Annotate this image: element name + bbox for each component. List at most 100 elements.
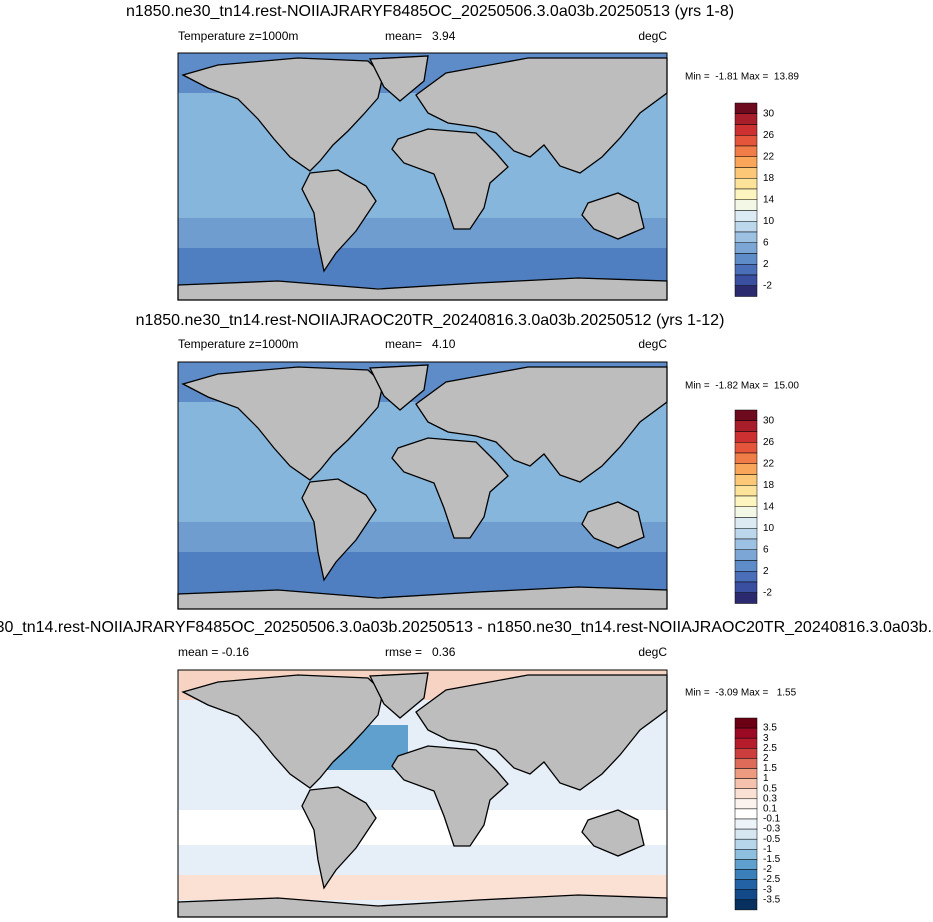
center-label: mean= 4.10 xyxy=(385,337,456,351)
colorbar-label: 30 xyxy=(763,415,775,426)
land xyxy=(301,478,377,582)
colorbar-label: -2 xyxy=(763,587,772,598)
colorbar-label: 18 xyxy=(763,173,775,184)
left-label: Temperature z=1000m xyxy=(178,337,298,351)
colorbar-label: 6 xyxy=(763,544,769,555)
colorbar-box xyxy=(734,758,758,769)
colorbar-box xyxy=(734,474,758,486)
colorbar-box xyxy=(734,442,758,454)
panel-title: n1850.ne30_tn14.rest-NOIIAJRARYF8485OC_2… xyxy=(0,619,933,636)
colorbar-label: 0.3 xyxy=(763,793,777,804)
colorbar-box xyxy=(734,849,758,860)
colorbar-box xyxy=(734,431,758,443)
colorbar-box xyxy=(734,210,758,222)
colorbar-label: -0.5 xyxy=(763,834,781,845)
min-max: Min = -3.09 Max = 1.55 xyxy=(685,688,797,699)
colorbar-box xyxy=(734,124,758,136)
colorbar-label: 22 xyxy=(763,151,775,162)
colorbar-box xyxy=(734,879,758,890)
colorbar-box xyxy=(734,463,758,475)
map xyxy=(177,361,668,610)
panel-title: n1850.ne30_tn14.rest-NOIIAJRAOC20TR_2024… xyxy=(136,312,725,329)
right-label: degC xyxy=(638,29,667,43)
colorbar-box xyxy=(734,420,758,432)
colorbar-box xyxy=(734,145,758,157)
colorbar-box xyxy=(734,549,758,561)
colorbar-label: 0.5 xyxy=(763,783,777,794)
map xyxy=(177,52,668,301)
land xyxy=(415,57,668,174)
colorbar-box xyxy=(734,828,758,840)
center-label: rmse = 0.36 xyxy=(385,645,456,659)
colorbar-box xyxy=(734,869,758,880)
map-frame xyxy=(177,669,668,918)
colorbar-box xyxy=(734,581,758,593)
colorbar-label: -1.5 xyxy=(763,854,781,865)
colorbar-label: 2 xyxy=(763,753,769,764)
colorbar-box xyxy=(734,188,758,200)
min-max: Min = -1.82 Max = 15.00 xyxy=(685,381,799,392)
land xyxy=(415,674,668,791)
colorbar-box xyxy=(734,199,758,211)
colorbar-box xyxy=(734,242,758,254)
land xyxy=(391,745,509,847)
colorbar-box xyxy=(734,560,758,572)
colorbar-box xyxy=(734,221,758,233)
colorbar-label: 2 xyxy=(763,259,769,270)
colorbar-box xyxy=(734,264,758,276)
colorbar-label: -1 xyxy=(763,844,772,855)
colorbar-label: 18 xyxy=(763,480,775,491)
colorbar-label: 26 xyxy=(763,437,775,448)
land xyxy=(301,169,377,273)
colorbar-box xyxy=(734,538,758,550)
colorbar-label: 14 xyxy=(763,501,775,512)
land xyxy=(301,786,377,890)
land xyxy=(181,674,384,789)
map-frame xyxy=(177,361,668,610)
colorbar-label: -0.1 xyxy=(763,814,781,825)
colorbar-box xyxy=(734,285,758,297)
land xyxy=(391,128,509,230)
colorbar-label: 3 xyxy=(763,733,769,744)
colorbar-label: -2.5 xyxy=(763,874,781,885)
left-label: Temperature z=1000m xyxy=(178,29,298,43)
colorbar-label: 10 xyxy=(763,523,775,534)
colorbar-box xyxy=(734,737,758,749)
land xyxy=(581,809,645,857)
colorbar-box xyxy=(734,899,758,911)
right-label: degC xyxy=(638,645,667,659)
colorbar-label: -3.5 xyxy=(763,894,781,905)
land xyxy=(581,192,645,240)
ocean-band xyxy=(178,218,667,248)
colorbar-label: 26 xyxy=(763,130,775,141)
land xyxy=(368,364,429,411)
colorbar-box xyxy=(734,727,758,739)
colorbar-box xyxy=(734,135,758,147)
colorbar-box xyxy=(734,778,758,789)
colorbar-box xyxy=(734,592,758,604)
colorbar-box xyxy=(734,452,758,464)
colorbar-label: 0.1 xyxy=(763,804,777,815)
colorbar-box xyxy=(734,274,758,286)
colorbar-label: -3 xyxy=(763,884,772,895)
colorbar-box xyxy=(734,156,758,168)
land xyxy=(581,501,645,549)
colorbar-box xyxy=(734,889,758,901)
map xyxy=(177,669,668,918)
land xyxy=(368,672,429,719)
colorbar-box xyxy=(734,113,758,125)
colorbar-box xyxy=(734,517,758,529)
colorbar-box xyxy=(734,485,758,497)
colorbar-box xyxy=(734,528,758,540)
colorbar-box xyxy=(734,178,758,190)
right-label: degC xyxy=(638,337,667,351)
colorbar-box xyxy=(734,838,758,850)
land xyxy=(368,55,429,102)
colorbar-label: 14 xyxy=(763,194,775,205)
colorbar-box xyxy=(734,717,758,729)
colorbar-label: 30 xyxy=(763,108,775,119)
colorbar-box xyxy=(734,102,758,114)
colorbar-box xyxy=(734,748,758,759)
colorbar-label: -0.3 xyxy=(763,824,781,835)
